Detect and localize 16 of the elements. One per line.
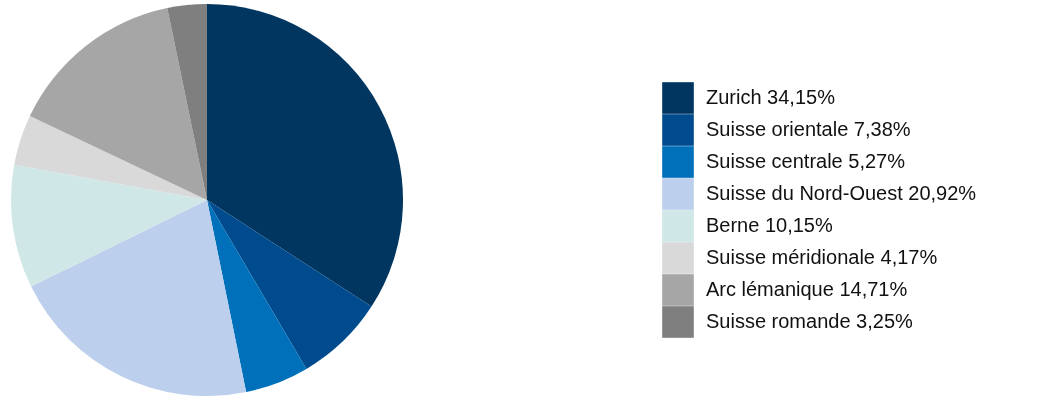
pie-slice	[11, 164, 207, 287]
pie-slice	[31, 200, 247, 396]
pie-slice	[207, 200, 307, 393]
legend-label: Arc lémanique 14,71%	[706, 278, 908, 300]
pie-slice	[14, 116, 207, 200]
legend-label: Suisse romande 3,25%	[706, 310, 913, 332]
pie-slice	[207, 200, 372, 369]
legend-label: Suisse centrale 5,27%	[706, 150, 906, 172]
legend-label: Suisse méridionale 4,17%	[706, 246, 938, 268]
legend-label: Zurich 34,15%	[706, 86, 836, 108]
pie-slice	[207, 4, 403, 307]
pie-slice	[29, 8, 207, 200]
legend-label: Berne 10,15%	[706, 214, 833, 236]
legend-label: Suisse orientale 7,38%	[706, 118, 911, 140]
legend-label: Suisse du Nord-Ouest 20,92%	[706, 182, 977, 204]
pie-slice	[167, 4, 207, 200]
